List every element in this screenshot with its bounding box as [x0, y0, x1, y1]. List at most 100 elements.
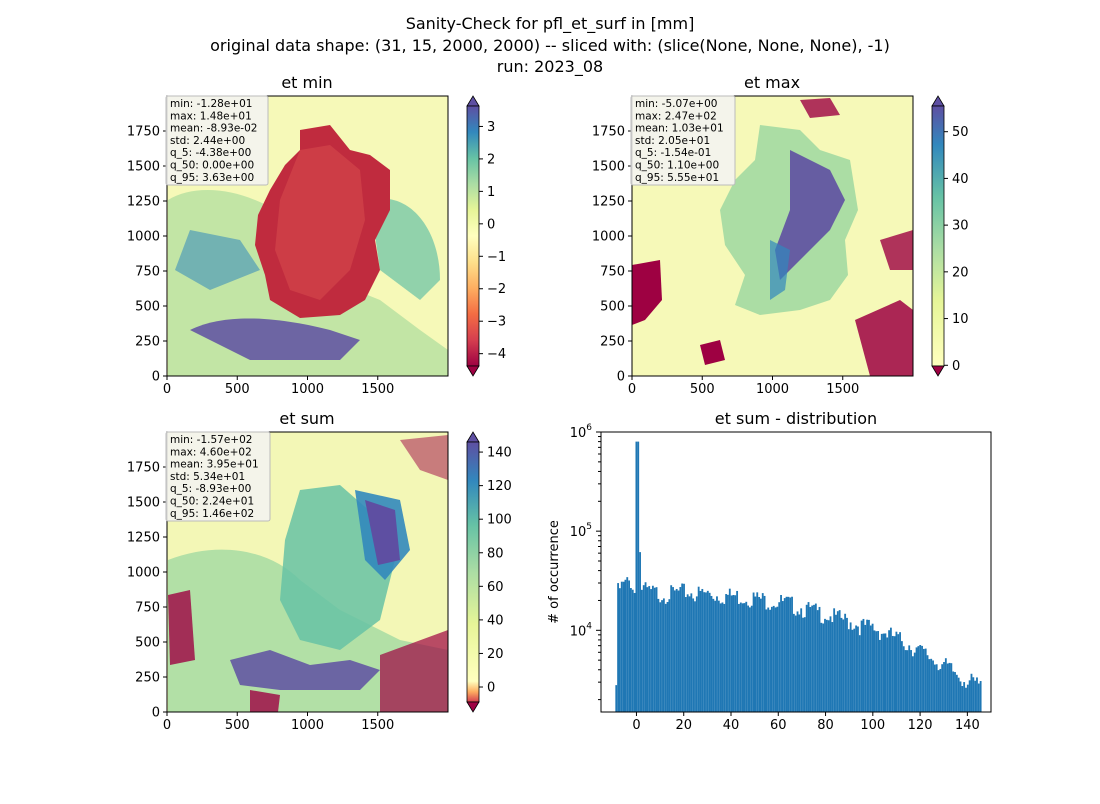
histogram-bar [651, 585, 654, 712]
histogram-bar [761, 593, 764, 712]
histogram-x-tick-label: 60 [770, 718, 787, 733]
histogram-bar [661, 600, 663, 712]
histogram-bar [785, 596, 788, 712]
histogram-bar [639, 552, 641, 712]
histogram-bar [976, 677, 978, 712]
map-y-tick-label: 1000 [592, 230, 625, 245]
histogram-y-axis: 104 105 106 [570, 423, 601, 701]
map-x-tick-label: 1000 [756, 382, 789, 397]
histogram-bar [653, 587, 656, 712]
map-x-tick-label: 1500 [361, 718, 394, 733]
histogram-bar [873, 630, 876, 712]
histogram-bar [666, 602, 669, 712]
histogram-bar [913, 652, 916, 712]
histogram-bar [966, 684, 969, 712]
map-y-tick-label: 750 [600, 265, 625, 280]
stat-line: max: 2.47e+02 [635, 110, 717, 122]
histogram-bar [624, 579, 627, 712]
map-y-tick-label: 250 [600, 335, 625, 350]
histogram-bar [857, 626, 859, 712]
histogram-bar [615, 685, 618, 712]
histogram-bar [781, 601, 784, 712]
panel-et-sum: et sum 0 500 1000 1500 02505007501000125015… [127, 409, 512, 733]
histogram-bar [712, 598, 715, 712]
map-image-et-sum [167, 432, 448, 712]
map-y-tick-label: 250 [135, 671, 160, 686]
histogram-bar [851, 629, 854, 712]
histogram-bar [902, 646, 905, 712]
histogram-bar [853, 628, 856, 712]
histogram-bar [932, 660, 934, 712]
colorbar-tick-label: 100 [487, 513, 512, 528]
map-x-tick-label: 1500 [826, 382, 859, 397]
histogram-bar [858, 635, 861, 712]
colorbar-tick-label: −1 [487, 250, 506, 265]
histogram-bar [637, 441, 640, 712]
map-y-tick-label: 1250 [127, 195, 160, 210]
histogram-bar [866, 619, 869, 712]
histogram-x-tick-label: 100 [860, 718, 885, 733]
map-x-tick-label: 1000 [291, 718, 324, 733]
histogram-bar [708, 592, 711, 712]
histogram-bar [749, 607, 751, 712]
histogram-bar [869, 625, 872, 712]
histogram-bar [758, 596, 760, 712]
colorbar-et-max: 50 40 30 20 10 0 [931, 95, 969, 377]
colorbar-tick-label: 60 [487, 580, 504, 595]
histogram-bar [714, 600, 717, 712]
panel-et-sum-distribution: et sum - distribution 0 20 40 60 80 100 120 140… [547, 409, 992, 733]
figure-run-label: run: 2023_08 [497, 57, 603, 77]
histogram-bar [791, 596, 793, 712]
histogram-bar [961, 686, 964, 712]
histogram-bar [789, 597, 792, 712]
histogram-bar [697, 586, 700, 712]
histogram-bar [688, 596, 691, 712]
colorbar-tick-label: 30 [952, 219, 969, 234]
map-y-tick-label: 1250 [127, 531, 160, 546]
colorbar-tick-label: 80 [487, 546, 504, 561]
stat-line: q_5: -4.38e+00 [170, 147, 251, 159]
histogram-bar [695, 596, 698, 712]
map-x-tick-label: 1500 [361, 382, 394, 397]
histogram-bar [968, 680, 971, 712]
histogram-y-tick-label: 105 [570, 522, 592, 540]
histogram-bar [738, 603, 740, 712]
panel-et-max: et max 0 500 1000 1500 02505007501000125015… [592, 73, 969, 397]
stat-line: max: 4.60e+02 [170, 446, 252, 458]
stat-line: min: -1.57e+02 [170, 434, 252, 446]
histogram-bar [794, 615, 797, 712]
colorbar-tick-label: 2 [487, 152, 495, 167]
histogram-bar [889, 627, 892, 712]
stat-line: std: 2.05e+01 [635, 135, 710, 147]
histogram-y-tick-label: 106 [570, 423, 593, 441]
histogram-x-tick-label: 140 [955, 718, 980, 733]
histogram-bar [880, 633, 883, 712]
histogram-bar [721, 602, 724, 712]
histogram-bar [895, 631, 898, 712]
panel-et-min: et min 0 500 1000 1500 0 250 500 750 1000 1250 15… [127, 73, 506, 397]
histogram-bar [809, 607, 812, 712]
map-x-tick-label: 500 [225, 718, 250, 733]
histogram-bar [835, 614, 837, 712]
x-axis-et-sum: 0 500 1000 1500 [163, 712, 394, 733]
histogram-bar [792, 613, 795, 712]
histogram-bar [824, 618, 826, 712]
histogram-bar [780, 594, 782, 712]
histogram-bar [935, 664, 938, 712]
histogram-bar [941, 664, 944, 712]
histogram-bar [747, 605, 750, 712]
histogram-bar [734, 595, 737, 712]
histogram-bar [772, 605, 775, 712]
histogram-bar [818, 606, 821, 712]
histogram-bar [648, 586, 651, 712]
histogram-bar [684, 597, 687, 712]
histogram-bar [750, 605, 753, 712]
histogram-bar [683, 583, 685, 712]
histogram-bar [955, 674, 958, 712]
histogram-bar [833, 608, 836, 712]
histogram-bar [946, 663, 949, 712]
colorbar-tick-label: −3 [487, 315, 506, 330]
histogram-bar [829, 616, 832, 712]
histogram-bar [617, 583, 620, 712]
